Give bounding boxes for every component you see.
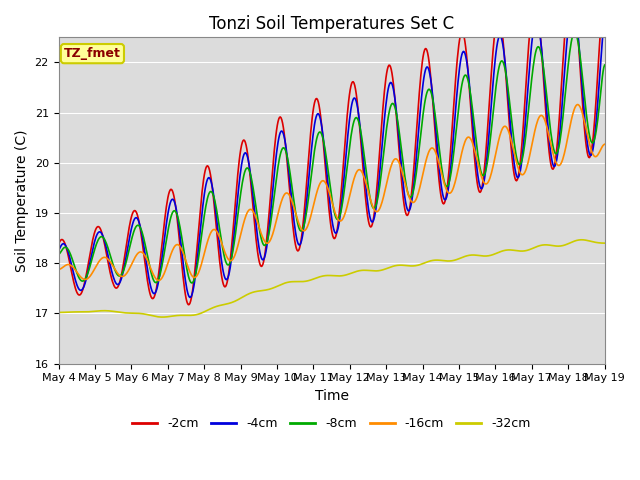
-4cm bbox=[601, 15, 609, 21]
-4cm bbox=[206, 175, 214, 181]
-32cm bbox=[415, 262, 422, 268]
-8cm bbox=[601, 62, 609, 68]
-16cm bbox=[155, 277, 163, 283]
Y-axis label: Soil Temperature (C): Soil Temperature (C) bbox=[15, 129, 29, 272]
-8cm bbox=[121, 264, 129, 270]
Line: -32cm: -32cm bbox=[58, 240, 605, 317]
-8cm bbox=[188, 280, 196, 286]
-16cm bbox=[601, 142, 609, 147]
-2cm bbox=[184, 302, 192, 308]
Line: -8cm: -8cm bbox=[58, 33, 605, 283]
-4cm bbox=[176, 233, 184, 239]
-16cm bbox=[177, 245, 185, 251]
-16cm bbox=[121, 273, 129, 278]
-2cm bbox=[121, 254, 129, 260]
-2cm bbox=[176, 244, 184, 250]
X-axis label: Time: Time bbox=[315, 389, 349, 403]
-8cm bbox=[176, 225, 184, 230]
Text: TZ_fmet: TZ_fmet bbox=[64, 47, 121, 60]
-8cm bbox=[571, 30, 579, 36]
-4cm bbox=[399, 175, 406, 181]
-2cm bbox=[528, 9, 536, 15]
-8cm bbox=[206, 190, 214, 195]
-2cm bbox=[399, 189, 406, 195]
-32cm bbox=[65, 309, 72, 315]
-16cm bbox=[573, 102, 581, 108]
-16cm bbox=[415, 190, 422, 195]
-32cm bbox=[159, 314, 166, 320]
-32cm bbox=[54, 310, 62, 315]
-16cm bbox=[206, 232, 214, 238]
-4cm bbox=[54, 247, 62, 253]
Line: -2cm: -2cm bbox=[58, 12, 605, 305]
-4cm bbox=[121, 262, 129, 268]
-8cm bbox=[399, 156, 406, 162]
Legend: -2cm, -4cm, -8cm, -16cm, -32cm: -2cm, -4cm, -8cm, -16cm, -32cm bbox=[127, 412, 536, 435]
-8cm bbox=[54, 252, 62, 257]
-4cm bbox=[566, 9, 574, 15]
-32cm bbox=[601, 240, 609, 246]
-2cm bbox=[415, 100, 422, 106]
-32cm bbox=[206, 306, 214, 312]
Title: Tonzi Soil Temperatures Set C: Tonzi Soil Temperatures Set C bbox=[209, 15, 454, 33]
-16cm bbox=[65, 262, 72, 267]
-4cm bbox=[65, 250, 72, 255]
-32cm bbox=[578, 237, 586, 243]
-2cm bbox=[65, 253, 72, 259]
Line: -4cm: -4cm bbox=[58, 12, 605, 298]
-32cm bbox=[121, 310, 129, 316]
-2cm bbox=[601, 9, 609, 15]
-4cm bbox=[186, 295, 194, 300]
-8cm bbox=[65, 247, 72, 253]
-2cm bbox=[54, 241, 62, 247]
-32cm bbox=[177, 312, 185, 318]
-2cm bbox=[206, 168, 214, 174]
-32cm bbox=[399, 263, 406, 268]
Line: -16cm: -16cm bbox=[58, 105, 605, 280]
-4cm bbox=[415, 128, 422, 134]
-16cm bbox=[399, 171, 406, 177]
-8cm bbox=[415, 151, 422, 157]
-16cm bbox=[54, 267, 62, 273]
